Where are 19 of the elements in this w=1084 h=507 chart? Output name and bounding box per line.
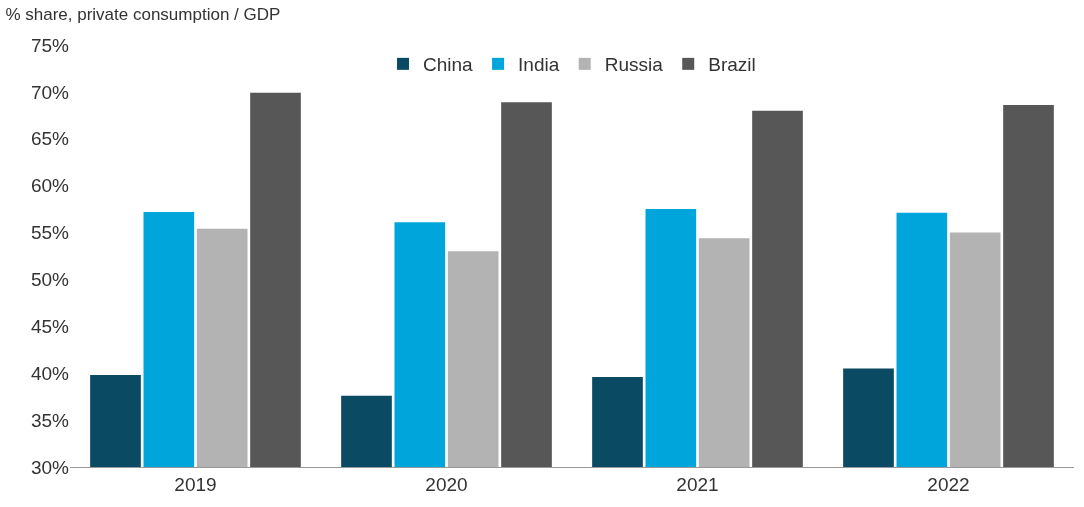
legend-label: Russia <box>604 54 664 76</box>
legend-label: China <box>423 54 474 76</box>
y-tick-label: 65% <box>30 128 70 150</box>
y-tick-label: 75% <box>30 34 70 56</box>
y-tick-label: 30% <box>30 456 70 478</box>
y-tick-label: 60% <box>30 175 70 197</box>
x-tick-label: 2021 <box>676 473 719 495</box>
y-tick-label: 40% <box>30 362 70 384</box>
y-tick-label: 35% <box>30 409 70 431</box>
y-tick-label: 50% <box>30 269 70 291</box>
x-tick-label: 2022 <box>927 473 970 495</box>
y-tick-label: 55% <box>30 222 70 244</box>
legend-label: India <box>518 54 560 76</box>
legend-label: Brazil <box>708 54 756 76</box>
y-tick-label: 70% <box>30 81 70 103</box>
y-tick-label: 45% <box>30 315 70 337</box>
x-tick-label: 2019 <box>174 473 217 495</box>
chart-title: % share, private consumption / GDP <box>5 4 281 24</box>
x-tick-label: 2020 <box>425 473 468 495</box>
